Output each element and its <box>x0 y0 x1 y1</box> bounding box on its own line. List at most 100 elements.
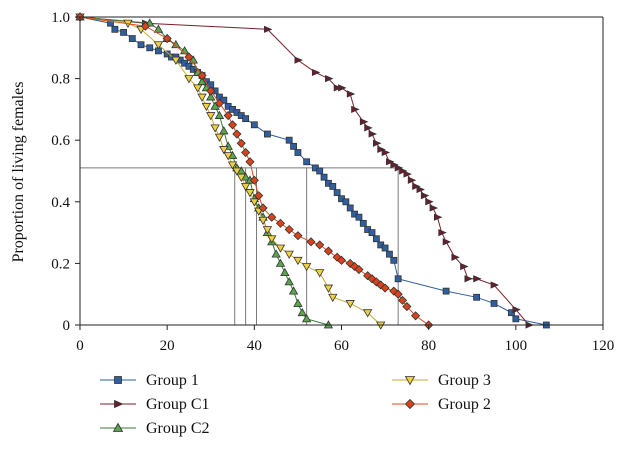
y-axis-title: Proportion of living females <box>10 82 27 263</box>
legend-label: Group 2 <box>438 396 491 413</box>
data-point <box>285 136 293 144</box>
data-point <box>490 300 498 307</box>
x-tick-label: 60 <box>334 338 349 354</box>
data-point <box>303 158 311 166</box>
data-point <box>381 244 389 252</box>
x-tick-label: 0 <box>76 338 84 354</box>
data-point <box>214 98 225 108</box>
data-point <box>473 275 482 283</box>
data-point <box>315 240 325 250</box>
data-point <box>236 138 246 148</box>
data-point <box>240 182 251 192</box>
data-point <box>284 250 294 259</box>
data-point <box>407 176 417 184</box>
data-point <box>460 262 469 271</box>
data-point <box>210 101 220 110</box>
data-point <box>232 129 242 139</box>
data-point <box>323 284 334 293</box>
data-point <box>271 249 281 258</box>
series-line <box>79 16 530 326</box>
data-point <box>442 238 452 246</box>
y-tick-label: 1.0 <box>51 10 70 26</box>
y-tick-label: 0 <box>63 318 71 334</box>
data-point <box>219 146 229 155</box>
data-point <box>364 124 373 132</box>
series-layer <box>75 12 550 330</box>
data-point <box>227 120 238 130</box>
data-point <box>512 315 520 323</box>
data-point <box>325 74 334 83</box>
data-point <box>416 185 425 194</box>
legend-item: Group C1 <box>100 396 210 413</box>
data-point <box>293 298 303 307</box>
data-point <box>214 110 225 119</box>
data-point <box>333 84 343 92</box>
data-point <box>328 293 338 303</box>
data-point <box>345 300 355 309</box>
y-tick-label: 0.2 <box>51 256 70 272</box>
legend-marker <box>114 376 122 384</box>
data-point <box>442 287 450 295</box>
series-group-3 <box>75 13 386 330</box>
data-point <box>197 70 207 81</box>
data-point <box>420 192 430 200</box>
data-point <box>394 275 402 283</box>
data-point <box>393 289 403 299</box>
legend-item: Group 1 <box>100 372 199 389</box>
data-point <box>267 235 277 244</box>
series-group-1 <box>76 13 550 329</box>
data-point <box>223 110 233 121</box>
y-tick-label: 0.6 <box>51 133 70 149</box>
data-point <box>210 124 220 133</box>
data-point <box>197 93 207 102</box>
data-point <box>111 25 119 33</box>
data-point <box>354 264 364 275</box>
x-tick-label: 120 <box>592 338 615 354</box>
x-tick-label: 40 <box>247 338 262 354</box>
data-point <box>346 204 354 212</box>
data-point <box>284 277 294 286</box>
data-point <box>342 198 350 206</box>
data-point <box>275 244 286 253</box>
data-point <box>351 105 360 114</box>
data-point <box>219 126 229 135</box>
data-point <box>294 149 302 156</box>
data-point <box>184 52 194 62</box>
data-point <box>306 237 316 247</box>
data-point <box>275 218 286 228</box>
data-point <box>232 167 242 176</box>
data-point <box>254 191 264 201</box>
data-point <box>262 226 273 235</box>
data-point <box>245 189 255 198</box>
data-point <box>249 198 260 207</box>
data-point <box>429 204 439 212</box>
legend-marker <box>404 376 416 386</box>
legend-marker <box>112 422 124 432</box>
series-group-c2 <box>75 12 334 329</box>
data-point <box>425 198 434 206</box>
data-point <box>162 33 172 44</box>
data-point <box>206 92 216 101</box>
data-point <box>333 189 341 196</box>
data-point <box>315 269 325 278</box>
data-point <box>386 250 393 258</box>
data-point <box>390 256 398 264</box>
data-point <box>338 84 347 92</box>
data-point <box>140 21 150 31</box>
data-point <box>293 231 303 241</box>
data-point <box>336 255 347 265</box>
data-point <box>120 28 127 36</box>
data-point <box>206 112 216 121</box>
data-point <box>411 311 421 321</box>
y-tick-label: 0.4 <box>51 195 70 211</box>
data-point <box>242 115 250 123</box>
legend-label: Group 3 <box>438 372 491 389</box>
data-point <box>192 84 203 93</box>
data-point <box>320 173 328 181</box>
data-point <box>293 256 303 266</box>
data-point <box>380 283 390 293</box>
data-point <box>372 235 380 243</box>
series-line <box>79 16 329 326</box>
data-point <box>508 309 515 317</box>
